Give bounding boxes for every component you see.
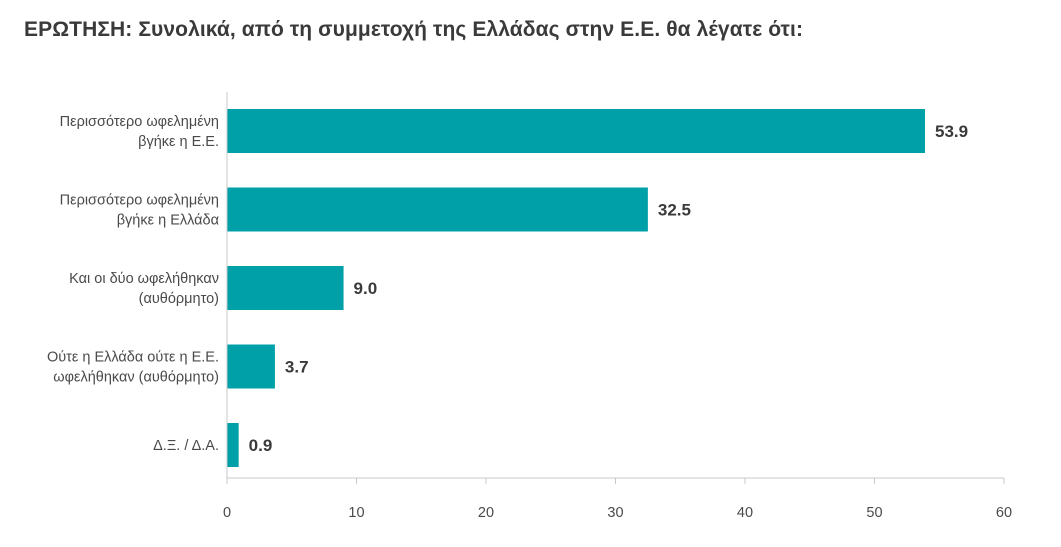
category-label-2: Και οι δύο ωφελήθηκαν (αυθόρμητο) xyxy=(69,271,219,307)
x-tick-label-6: 60 xyxy=(996,505,1012,521)
value-label-0: 53.9 xyxy=(935,122,968,141)
category-label-0: Περισσότερο ωφελημένη βγήκε η Ε.Ε. xyxy=(60,114,219,150)
category-label-1-line-0: Περισσότερο ωφελημένη xyxy=(60,193,219,209)
category-label-3-line-1: ωφελήθηκαν (αυθόρμητο) xyxy=(53,370,219,386)
x-tick-label-1: 10 xyxy=(348,505,364,521)
category-label-1-line-1: βγήκε η Ελλάδα xyxy=(117,213,219,229)
x-tick-label-3: 30 xyxy=(607,505,623,521)
x-tick-label-4: 40 xyxy=(737,505,753,521)
value-label-4: 0.9 xyxy=(249,436,273,455)
category-labels: Περισσότερο ωφελημένη βγήκε η Ε.Ε.Περισσό… xyxy=(47,114,219,454)
x-tick-label-5: 50 xyxy=(866,505,882,521)
bar-0 xyxy=(227,109,926,153)
category-label-3: Ούτε η Ελλάδα ούτε η Ε.Ε. ωφελήθηκαν (αυθ… xyxy=(47,350,219,386)
bar-3 xyxy=(227,344,275,389)
x-tick-label-0: 0 xyxy=(223,505,231,521)
category-label-3-line-0: Ούτε η Ελλάδα ούτε η Ε.Ε. xyxy=(47,350,219,366)
category-label-0-line-1: βγήκε η Ε.Ε. xyxy=(138,134,219,150)
category-label-1: Περισσότερο ωφελημένη βγήκε η Ελλάδα xyxy=(60,193,219,229)
category-label-2-line-1: (αυθόρμητο) xyxy=(139,291,219,307)
category-label-4-line-0: Δ.Ξ. / Δ.Α. xyxy=(153,438,219,454)
x-tick-label-2: 20 xyxy=(478,505,494,521)
value-label-1: 32.5 xyxy=(658,201,691,220)
value-labels: 53.9 32.5 9.0 3.7 0.9 xyxy=(249,122,968,455)
bar-2 xyxy=(227,266,344,310)
category-label-2-line-0: Και οι δύο ωφελήθηκαν xyxy=(69,271,219,287)
bar-1 xyxy=(227,187,648,232)
value-label-3: 3.7 xyxy=(285,358,309,377)
category-label-4: Δ.Ξ. / Δ.Α. xyxy=(153,438,219,454)
x-axis: 0 10 20 30 40 50 60 xyxy=(223,92,1012,521)
bars-layer xyxy=(227,109,926,467)
chart-title: ΕΡΩΤΗΣΗ: Συνολικά, από τη συμμετοχή της … xyxy=(24,18,804,41)
value-label-2: 9.0 xyxy=(354,279,378,298)
category-label-0-line-0: Περισσότερο ωφελημένη xyxy=(60,114,219,130)
bar-4 xyxy=(227,423,239,467)
